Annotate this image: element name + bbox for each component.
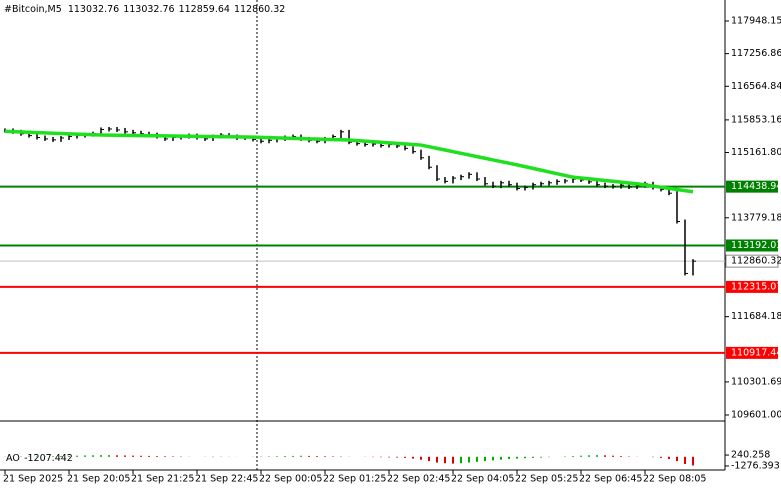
y-tick-label: 117256.86 [731,48,781,59]
x-tick-label: 21 Sep 21:25 [131,474,194,485]
ao-header: AO -1207.442 [6,453,73,464]
y-tick-label: 109601.00 [731,409,781,420]
level-box [726,239,778,252]
header: #Bitcoin,M5 113032.76 113032.76 112859.64 11… [4,4,285,15]
y-tick-label: 113779.18 [731,212,781,223]
ao-last: -1207.442 [24,453,73,464]
low: 112859.64 [179,4,230,15]
moving-average [4,129,694,194]
current-price-label: 112860.32 [731,256,781,267]
x-tick-label: 21 Sep 2025 [3,474,63,485]
level-box [726,280,778,293]
level-label: 113192.03 [731,240,781,251]
y-tick-label: 110301.69 [731,376,781,387]
level-box [726,346,778,359]
current-price-box [725,254,779,268]
y-tick-label: 115853.16 [731,114,781,125]
symbol: #Bitcoin,M5 [4,4,62,15]
x-tick-label: 22 Sep 08:05 [643,474,706,485]
y-tick-label: 117948.15 [731,15,781,26]
ao-title: AO [6,453,20,464]
y-tick-label: 116564.84 [731,81,781,92]
open: 113032.76 [68,4,119,15]
level-label: 114438.94 [731,181,781,192]
x-tick-label: 22 Sep 02:45 [387,474,450,485]
y-tick-label: 111684.18 [731,311,781,322]
ao-y-tick-label: 240.258 [731,450,770,461]
x-tick-label: 22 Sep 00:05 [259,474,322,485]
x-tick-label: 22 Sep 01:25 [323,474,386,485]
level-box [726,180,778,193]
x-tick-label: 22 Sep 06:45 [579,474,642,485]
x-tick-label: 22 Sep 04:05 [451,474,514,485]
x-tick-label: 22 Sep 05:25 [515,474,578,485]
level-label: 110917.44 [731,347,781,358]
x-tick-label: 21 Sep 22:45 [195,474,258,485]
ao-y-tick-label: -1276.393 [731,460,780,471]
level-label: 112315.07 [731,281,781,292]
close: 112860.32 [234,4,285,15]
y-tick-label: 115161.80 [731,147,781,158]
x-tick-label: 21 Sep 20:05 [67,474,130,485]
high: 113032.76 [123,4,174,15]
